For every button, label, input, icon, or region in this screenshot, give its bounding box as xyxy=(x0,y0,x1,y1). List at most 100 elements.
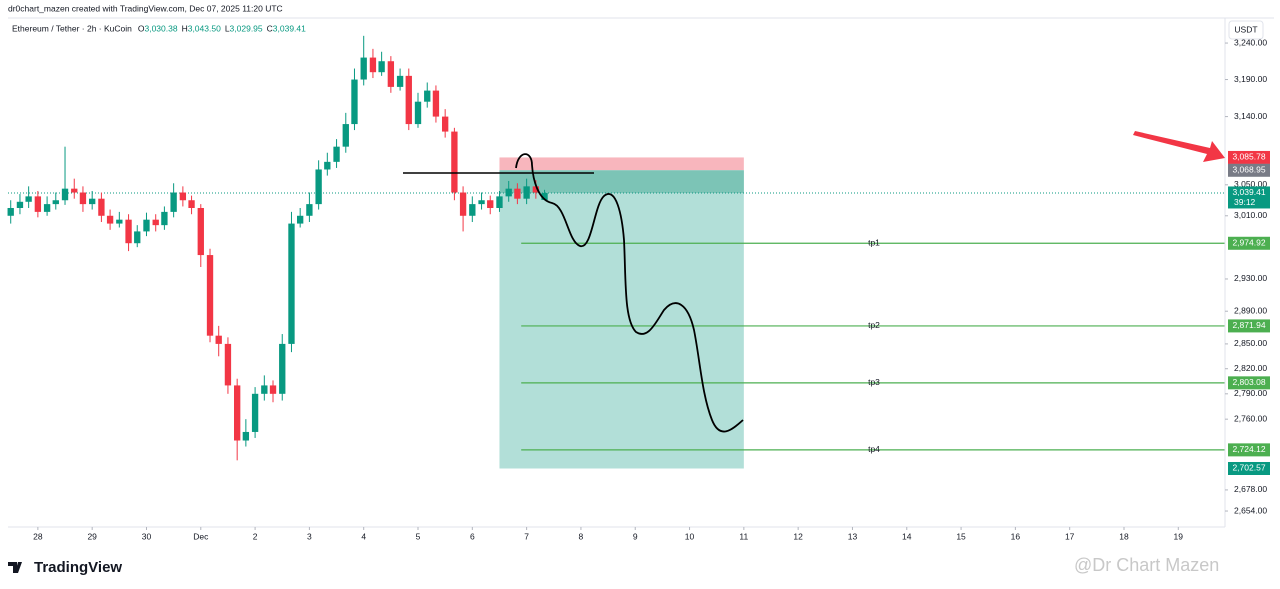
x-tick-label: 3 xyxy=(307,531,312,541)
countdown: 39:12 xyxy=(1234,197,1256,207)
y-tick-label: 3,240.00 xyxy=(1234,37,1267,47)
x-tick-label: 4 xyxy=(361,531,366,541)
y-tick-label: 2,654.00 xyxy=(1234,505,1267,515)
x-tick-label: 12 xyxy=(793,531,803,541)
candle-body xyxy=(52,200,59,205)
pointer-arrow xyxy=(1133,131,1225,162)
candle-body xyxy=(459,192,467,216)
target-name: tp2 xyxy=(868,320,880,330)
candle-body xyxy=(424,90,431,102)
candle-body xyxy=(242,431,250,441)
candle-body xyxy=(98,198,105,216)
target-badge-label: 2,702.57 xyxy=(1232,463,1265,473)
candle-body xyxy=(279,343,286,394)
credit: dr0chart_mazen created with TradingView.… xyxy=(8,3,283,13)
candle-body xyxy=(134,231,141,244)
candle-body xyxy=(496,196,503,208)
candle-body xyxy=(89,198,96,205)
x-tick-label: 7 xyxy=(524,531,529,541)
symbol-title: Ethereum / Tether · 2h · KuCoin xyxy=(12,23,132,33)
x-tick-label: 11 xyxy=(739,531,748,541)
candle-body xyxy=(296,215,304,224)
axes xyxy=(8,17,1274,530)
candle-body xyxy=(315,169,322,205)
candle-body xyxy=(251,393,259,432)
ohlc-key: L xyxy=(225,23,230,33)
x-tick-label: 19 xyxy=(1174,531,1184,541)
x-tick-label: 17 xyxy=(1065,531,1075,541)
x-tick-label: 29 xyxy=(87,531,97,541)
candle-body xyxy=(541,192,548,200)
y-tick-label: 2,790.00 xyxy=(1234,388,1267,398)
drawings xyxy=(403,131,1225,433)
candle-body xyxy=(324,161,331,170)
target-badge-label: 2,871.94 xyxy=(1232,320,1265,330)
candle-body xyxy=(34,196,42,212)
candle-body xyxy=(487,200,494,208)
x-tick-label: 30 xyxy=(142,531,152,541)
candle-body xyxy=(351,79,358,125)
candle-body xyxy=(234,385,241,441)
entry-badge xyxy=(1228,163,1270,177)
projection-curve xyxy=(515,153,744,433)
y-tick-label: 3,010.00 xyxy=(1234,210,1267,220)
candle-body xyxy=(387,61,395,87)
candle-body xyxy=(396,75,404,87)
y-tick-label: 2,820.00 xyxy=(1234,363,1267,373)
target-badge xyxy=(1228,376,1270,390)
y-tick-label: 2,678.00 xyxy=(1234,484,1267,494)
candle-body xyxy=(61,188,69,201)
currency: USDT xyxy=(1234,24,1257,34)
profit-zone xyxy=(499,170,744,469)
target-badge-label: 2,724.12 xyxy=(1232,444,1265,454)
candle-body xyxy=(206,255,214,336)
y-tick-label: 2,890.00 xyxy=(1234,305,1267,315)
stop-badge-label: 3,085.78 xyxy=(1232,152,1265,162)
x-tick-label: 18 xyxy=(1119,531,1129,541)
logo-text: TradingView xyxy=(34,559,122,576)
candle-body xyxy=(16,201,24,208)
labels: dr0chart_mazen created with TradingView.… xyxy=(8,3,1270,576)
ohlc-value: 3,030.38 xyxy=(144,23,177,33)
candle-body xyxy=(306,204,313,216)
ohlc-value: 3,029.95 xyxy=(230,23,263,33)
target-name: tp3 xyxy=(868,377,880,387)
x-tick-label: 10 xyxy=(685,531,695,541)
last-price-badge xyxy=(1228,186,1270,209)
candle-body xyxy=(79,192,87,205)
candle-body xyxy=(505,188,512,197)
candle-body xyxy=(25,196,32,202)
y-tick-label: 3,140.00 xyxy=(1234,111,1267,121)
target-badge xyxy=(1228,461,1270,475)
ohlc-key: O xyxy=(138,23,145,33)
target-name: tp4 xyxy=(868,444,880,454)
target-badge xyxy=(1228,236,1270,250)
candle-body xyxy=(333,146,340,162)
ohlc-value: 3,043.50 xyxy=(188,23,221,33)
candle-body xyxy=(106,215,114,224)
y-tick-label: 2,850.00 xyxy=(1234,338,1267,348)
target-badge-label: 2,803.08 xyxy=(1232,377,1265,387)
candle-body xyxy=(71,188,78,193)
candle-body xyxy=(197,207,204,256)
candle-body xyxy=(451,131,458,193)
entry-badge-label: 3,068.95 xyxy=(1232,165,1265,175)
candle-body xyxy=(441,116,449,132)
candle-body xyxy=(152,219,159,226)
candle-body xyxy=(170,192,177,212)
logo: TradingView xyxy=(8,559,122,576)
currency-box xyxy=(1228,20,1264,40)
candle-body xyxy=(469,204,476,216)
last-price-label: 3,039.41 xyxy=(1232,187,1265,197)
candle-body xyxy=(261,385,268,394)
candles xyxy=(7,35,548,461)
candle-body xyxy=(269,385,277,394)
x-tick-label: 5 xyxy=(416,531,421,541)
candle-body xyxy=(125,219,132,244)
x-tick-label: 15 xyxy=(956,531,966,541)
logo-mark xyxy=(8,562,22,573)
target-badge xyxy=(1228,319,1270,333)
open-profit-zone xyxy=(499,170,744,193)
x-tick-label: 13 xyxy=(848,531,858,541)
